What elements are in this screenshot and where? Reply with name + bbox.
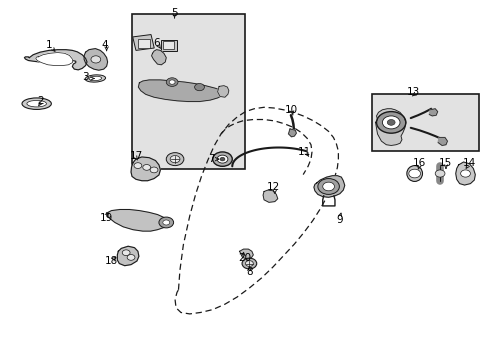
Circle shape	[376, 112, 405, 133]
Circle shape	[386, 120, 394, 125]
Ellipse shape	[22, 98, 51, 109]
Text: 2: 2	[37, 96, 43, 106]
Text: 19: 19	[100, 213, 113, 223]
Circle shape	[159, 217, 173, 228]
Text: 15: 15	[437, 158, 451, 168]
Circle shape	[163, 220, 169, 225]
Circle shape	[169, 80, 175, 84]
Text: 9: 9	[336, 215, 343, 225]
Circle shape	[217, 155, 227, 163]
Circle shape	[170, 156, 180, 163]
Polygon shape	[437, 138, 447, 145]
Bar	[161, 40, 177, 51]
Polygon shape	[84, 49, 107, 70]
Text: 1: 1	[45, 40, 52, 50]
Text: 12: 12	[266, 182, 280, 192]
Polygon shape	[313, 176, 344, 197]
Polygon shape	[24, 50, 87, 70]
Circle shape	[322, 182, 334, 191]
Circle shape	[127, 255, 135, 260]
Polygon shape	[239, 249, 253, 259]
Text: 7: 7	[207, 154, 214, 164]
Circle shape	[212, 152, 232, 166]
Polygon shape	[375, 109, 405, 145]
Text: 11: 11	[297, 147, 310, 157]
Text: 13: 13	[406, 87, 419, 97]
Text: 17: 17	[129, 150, 142, 161]
Bar	[132, 35, 154, 50]
Text: 18: 18	[104, 256, 118, 266]
Circle shape	[434, 170, 444, 177]
Ellipse shape	[27, 100, 46, 107]
Circle shape	[166, 153, 183, 166]
Text: 5: 5	[171, 8, 178, 18]
Text: 20: 20	[238, 253, 250, 264]
Circle shape	[122, 250, 130, 256]
Bar	[371, 94, 478, 151]
Polygon shape	[288, 129, 296, 137]
Circle shape	[194, 84, 204, 91]
Circle shape	[317, 179, 339, 194]
Text: 10: 10	[284, 105, 297, 115]
Circle shape	[382, 116, 399, 129]
Text: 14: 14	[462, 158, 475, 168]
Polygon shape	[151, 50, 166, 65]
Polygon shape	[217, 86, 228, 97]
Text: 16: 16	[412, 158, 426, 168]
Ellipse shape	[85, 75, 105, 82]
Circle shape	[408, 169, 420, 178]
Polygon shape	[138, 80, 224, 102]
Circle shape	[460, 170, 469, 177]
Bar	[163, 41, 174, 49]
Polygon shape	[428, 109, 437, 116]
Circle shape	[220, 157, 224, 161]
Polygon shape	[455, 162, 474, 185]
Text: 3: 3	[82, 72, 89, 82]
Ellipse shape	[406, 166, 422, 181]
Text: 8: 8	[245, 267, 252, 277]
Ellipse shape	[89, 76, 102, 81]
Circle shape	[245, 261, 253, 266]
Circle shape	[142, 165, 150, 170]
Polygon shape	[263, 190, 277, 202]
Bar	[132, 14, 244, 169]
Bar	[138, 39, 150, 48]
Circle shape	[242, 258, 256, 269]
Circle shape	[91, 56, 101, 63]
Polygon shape	[36, 53, 72, 66]
Circle shape	[134, 163, 142, 168]
Polygon shape	[106, 210, 167, 231]
Circle shape	[166, 78, 178, 86]
Text: 4: 4	[102, 40, 108, 50]
Circle shape	[150, 167, 158, 173]
Polygon shape	[131, 157, 160, 181]
Polygon shape	[117, 246, 139, 266]
Text: 6: 6	[153, 38, 160, 48]
